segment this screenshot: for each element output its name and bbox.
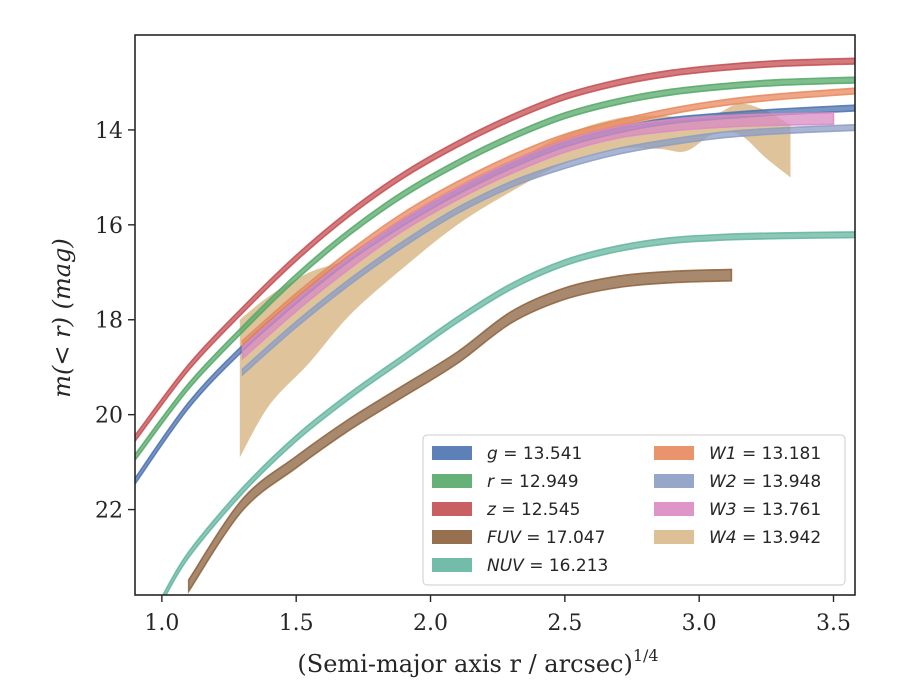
series-nuv-band bbox=[162, 231, 855, 595]
series-bands bbox=[135, 57, 855, 595]
legend-label: NUV = 16.213 bbox=[487, 556, 608, 576]
y-tick-label: 18 bbox=[95, 309, 123, 334]
y-axis-label: m(< r) (mag) bbox=[48, 238, 76, 397]
legend-item-w1: W1 = 13.181 bbox=[654, 444, 821, 464]
legend-label: r = 12.949 bbox=[487, 472, 579, 492]
legend-swatch bbox=[654, 530, 694, 544]
y-tick-label: 14 bbox=[95, 119, 123, 144]
plot-frame bbox=[134, 34, 856, 596]
legend-label: W3 = 13.761 bbox=[709, 500, 821, 520]
legend-label: W1 = 13.181 bbox=[709, 444, 821, 464]
legend-item-z: z = 12.545 bbox=[432, 500, 580, 520]
x-tick-label: 1.5 bbox=[279, 611, 314, 636]
legend-item-r: r = 12.949 bbox=[432, 472, 579, 492]
legend-item-w3: W3 = 13.761 bbox=[654, 500, 821, 520]
y-tick-label: 20 bbox=[95, 404, 123, 429]
series-w3-band bbox=[241, 111, 835, 361]
legend-swatch bbox=[432, 530, 472, 544]
series-z-band bbox=[135, 57, 855, 443]
series-w2-band bbox=[241, 123, 855, 377]
legend-swatch bbox=[432, 502, 472, 516]
x-axis-label-superscript: 1/4 bbox=[633, 646, 659, 665]
legend-item-g: g = 13.541 bbox=[432, 444, 582, 464]
legend-swatch bbox=[654, 474, 694, 488]
series-fuv-band bbox=[187, 268, 733, 594]
y-axis-ticks: 14 16 18 20 22 bbox=[95, 119, 135, 524]
legend-frame bbox=[422, 434, 846, 586]
y-tick-label: 16 bbox=[95, 214, 123, 239]
x-axis-label: (Semi-major axis r / arcsec)1/4 bbox=[297, 646, 658, 678]
legend-label: g = 13.541 bbox=[487, 444, 582, 464]
x-axis-ticks: 1.0 1.5 2.0 2.5 3.0 3.5 bbox=[144, 595, 851, 636]
y-tick-label: 22 bbox=[95, 499, 123, 524]
legend: g = 13.541 r = 12.949 z = 12.545 FUV = 17.0… bbox=[422, 434, 846, 586]
x-tick-label: 3.0 bbox=[682, 611, 717, 636]
legend-item-nuv: NUV = 16.213 bbox=[432, 556, 608, 576]
series-w1-band bbox=[241, 87, 855, 349]
legend-swatch bbox=[654, 446, 694, 460]
legend-swatch bbox=[432, 446, 472, 460]
legend-item-w4: W4 = 13.942 bbox=[654, 528, 821, 548]
legend-item-fuv: FUV = 17.047 bbox=[432, 528, 605, 548]
x-tick-label: 1.0 bbox=[144, 611, 179, 636]
x-tick-label: 3.5 bbox=[816, 611, 851, 636]
legend-label: W4 = 13.942 bbox=[709, 528, 821, 548]
legend-label: z = 12.545 bbox=[486, 500, 580, 520]
legend-label: W2 = 13.948 bbox=[709, 472, 821, 492]
legend-swatch bbox=[654, 502, 694, 516]
legend-label: FUV = 17.047 bbox=[487, 528, 605, 548]
x-tick-label: 2.0 bbox=[413, 611, 448, 636]
legend-swatch bbox=[432, 558, 472, 572]
x-tick-label: 2.5 bbox=[547, 611, 582, 636]
legend-item-w2: W2 = 13.948 bbox=[654, 472, 821, 492]
series-r-band bbox=[135, 76, 855, 462]
legend-swatch bbox=[432, 474, 472, 488]
